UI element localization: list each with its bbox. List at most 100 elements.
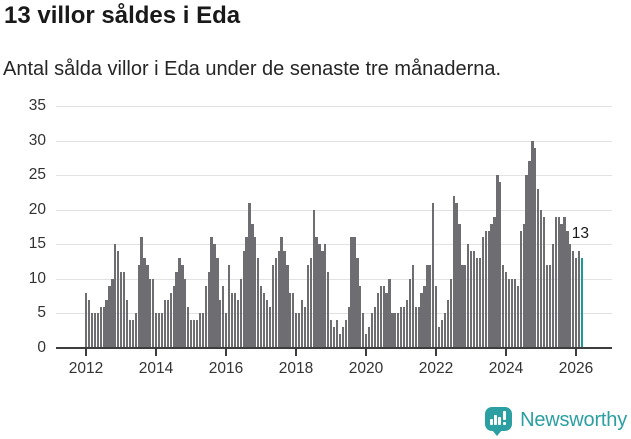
x-axis-label: 2016	[208, 360, 244, 377]
bar	[114, 244, 117, 348]
bar	[397, 313, 400, 348]
bar	[254, 237, 257, 348]
bar	[484, 230, 487, 348]
grid-line	[56, 106, 612, 107]
bar	[122, 271, 126, 348]
bar	[522, 223, 525, 348]
bar	[309, 258, 312, 348]
x-axis-label: 2026	[558, 360, 594, 377]
bar	[499, 182, 502, 348]
highlighted-bar	[580, 258, 584, 348]
x-axis-tick	[365, 349, 367, 356]
x-axis-label: 2012	[68, 360, 104, 377]
bar	[365, 334, 368, 348]
bar	[353, 237, 356, 348]
bar	[510, 278, 514, 348]
y-axis-tick-label: 25	[28, 166, 46, 183]
bar	[169, 292, 172, 348]
bar	[563, 216, 566, 348]
brand-name: Newsworthy	[520, 408, 627, 431]
bar	[190, 320, 193, 348]
bar	[178, 258, 181, 348]
bar	[382, 285, 385, 348]
bar	[534, 147, 537, 348]
chart-subtitle: Antal sålda villor i Eda under de senast…	[3, 58, 502, 80]
bar	[283, 251, 286, 348]
bar	[569, 244, 572, 348]
bar	[335, 320, 339, 348]
bar	[505, 271, 508, 348]
bar	[125, 299, 129, 348]
bar	[108, 285, 111, 348]
bar	[117, 251, 120, 348]
bar	[262, 292, 266, 348]
bar	[312, 209, 315, 348]
bar	[120, 271, 123, 348]
bar	[391, 313, 394, 348]
bar	[577, 251, 581, 348]
bar	[423, 285, 426, 348]
y-axis-tick-label: 0	[37, 339, 46, 356]
bar	[236, 299, 239, 348]
bar	[566, 230, 569, 348]
x-axis-tick	[575, 349, 577, 356]
bar	[251, 223, 254, 348]
bar	[411, 265, 414, 348]
bar	[274, 258, 277, 348]
x-axis-line	[56, 347, 612, 349]
bar	[85, 292, 88, 348]
bar	[455, 202, 458, 348]
bar	[315, 237, 318, 348]
bar	[146, 265, 149, 348]
bar	[493, 216, 496, 348]
bar	[379, 285, 382, 348]
bar	[157, 313, 161, 348]
bar	[359, 285, 362, 348]
bar	[516, 285, 519, 348]
bar	[414, 306, 417, 348]
bar	[487, 230, 490, 348]
x-axis-tick	[435, 349, 437, 356]
bar	[213, 244, 216, 348]
grid-line	[56, 141, 612, 142]
bar	[149, 278, 152, 348]
bar	[204, 285, 207, 348]
bar	[426, 265, 429, 348]
bar	[134, 313, 137, 348]
x-axis-label: 2014	[138, 360, 174, 377]
bar	[300, 299, 304, 348]
x-axis-label: 2022	[418, 360, 454, 377]
logo-exclamation-bar	[503, 411, 507, 420]
x-axis-tick	[155, 349, 157, 356]
bar	[545, 265, 549, 348]
y-axis-tick-label: 10	[28, 270, 46, 287]
bar	[96, 313, 99, 348]
bar	[140, 237, 143, 348]
bar	[507, 278, 511, 348]
bar	[306, 265, 309, 348]
bar	[292, 292, 295, 348]
bar	[446, 299, 449, 348]
logo-exclamation-dot	[503, 422, 507, 425]
bar	[437, 327, 441, 348]
bar	[461, 265, 464, 348]
grid-line	[56, 244, 612, 245]
bar	[542, 216, 546, 348]
bar	[90, 313, 94, 348]
x-axis-tick	[225, 349, 227, 356]
bar	[318, 244, 321, 348]
bar	[99, 306, 102, 348]
bar	[160, 313, 164, 348]
bar	[152, 278, 155, 348]
grid-line	[56, 175, 612, 176]
x-axis-tick	[505, 349, 507, 356]
bar	[277, 251, 280, 348]
logo-mini-bar-3	[498, 417, 502, 425]
logo-bubble-tail	[492, 430, 503, 436]
bar	[327, 271, 330, 348]
bar	[402, 306, 406, 348]
bar	[155, 313, 158, 348]
bar	[222, 285, 225, 348]
